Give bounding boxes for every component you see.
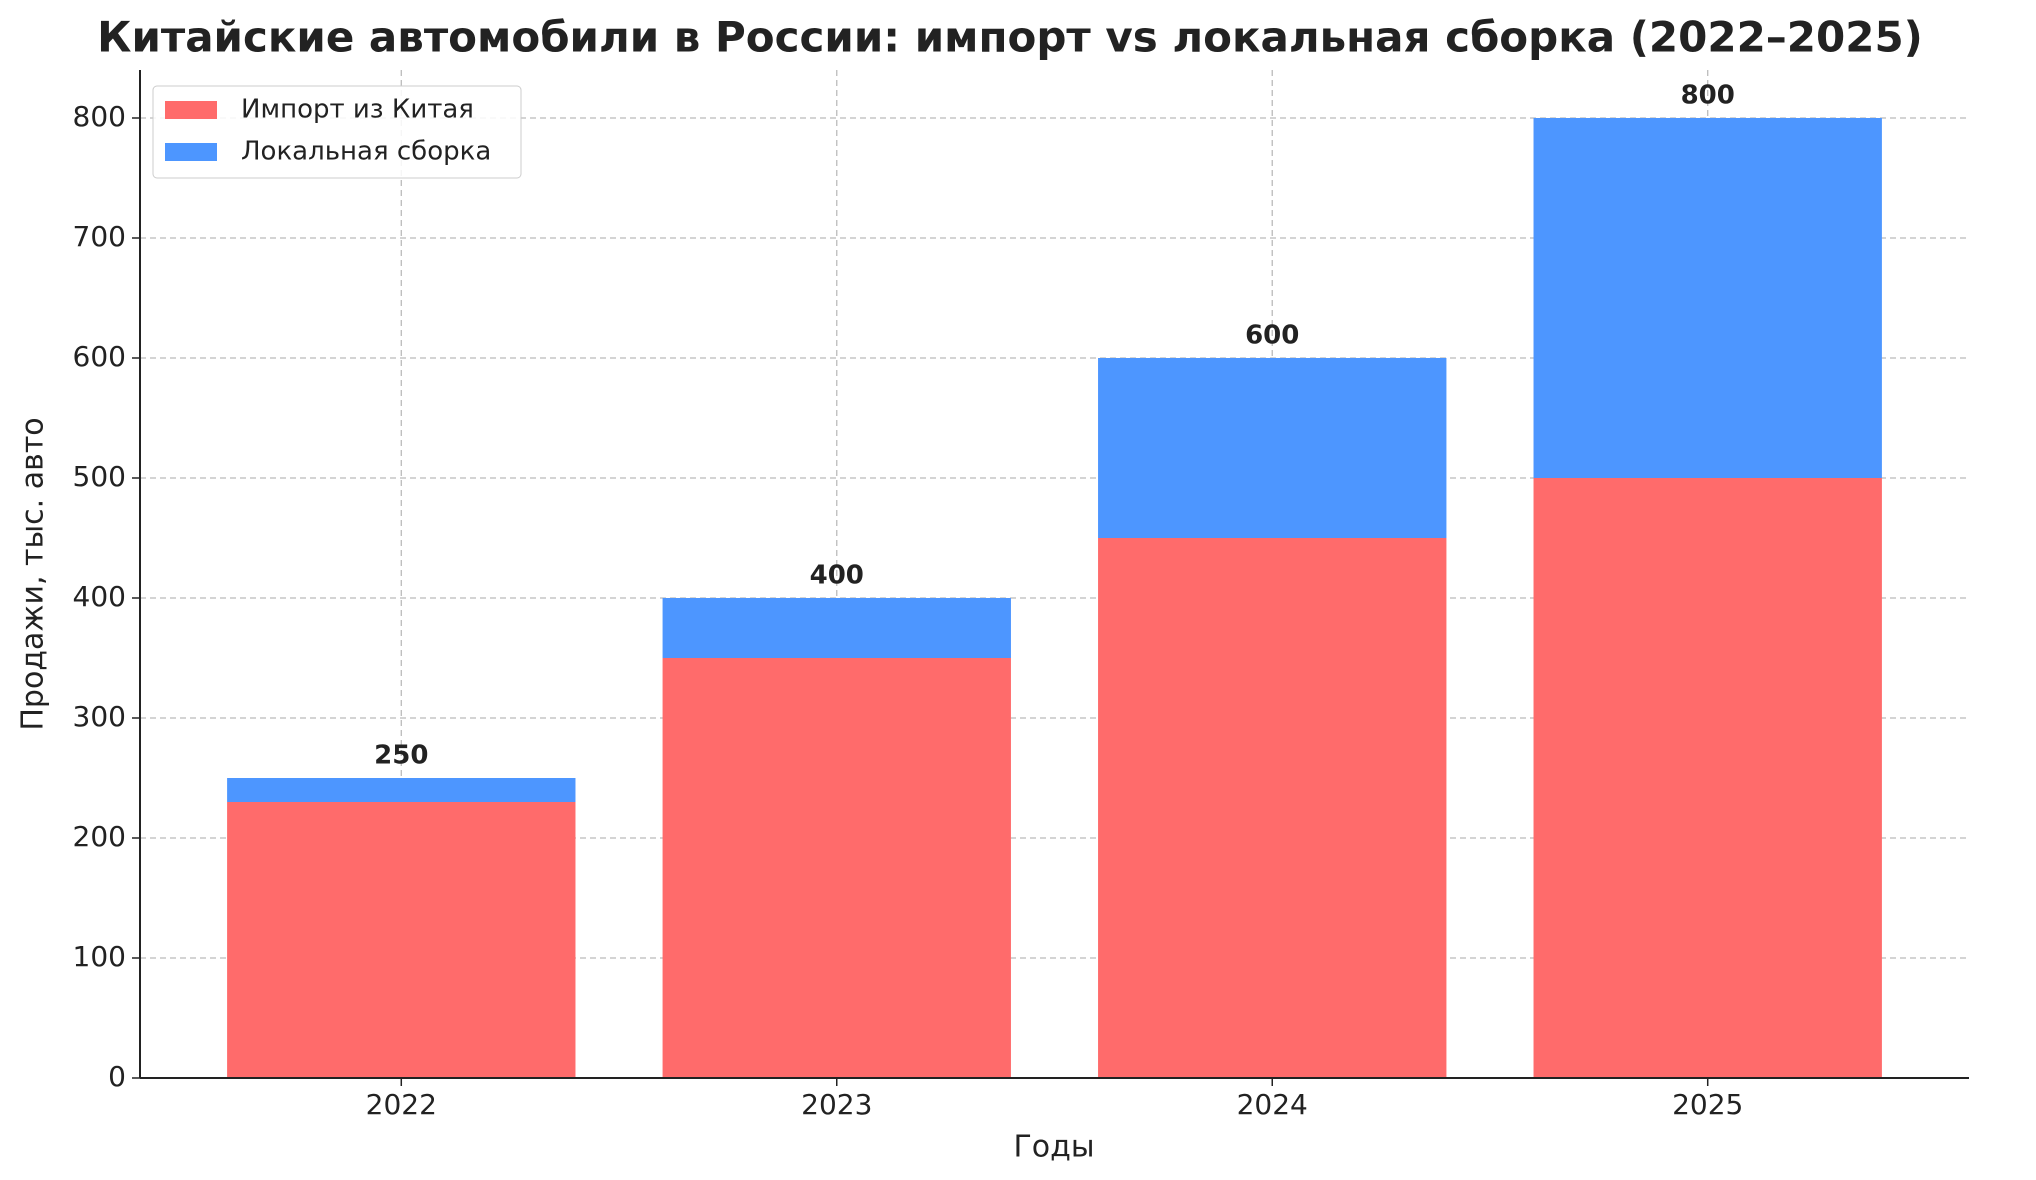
- y-tick-label: 500: [73, 460, 126, 493]
- legend-label: Локальная сборка: [241, 137, 491, 167]
- x-tick-label: 2023: [801, 1088, 872, 1121]
- x-tick-label: 2022: [366, 1088, 437, 1121]
- chart-title: Китайские автомобили в России: импорт vs…: [97, 13, 1923, 62]
- bar: [1098, 358, 1447, 538]
- y-tick-label: 800: [73, 100, 126, 133]
- bar: [662, 658, 1011, 1078]
- y-tick-label: 100: [73, 940, 126, 973]
- bar: [1098, 538, 1447, 1078]
- bar: [227, 778, 576, 802]
- bar: [227, 802, 576, 1078]
- y-tick-label: 300: [73, 700, 126, 733]
- total-label: 400: [810, 561, 864, 591]
- y-axis-label: Продажи, тыс. авто: [16, 417, 51, 730]
- y-tick-label: 0: [108, 1060, 126, 1093]
- legend-swatch: [165, 143, 217, 161]
- y-tick-label: 200: [73, 820, 126, 853]
- x-tick-label: 2024: [1237, 1088, 1308, 1121]
- total-label: 600: [1245, 321, 1299, 351]
- bar: [1533, 478, 1882, 1078]
- legend-label: Импорт из Китая: [241, 95, 474, 125]
- legend-box: [152, 85, 522, 179]
- x-tick-label: 2025: [1672, 1088, 1743, 1121]
- total-label: 250: [374, 741, 428, 771]
- total-label: 800: [1681, 81, 1735, 111]
- bar: [1533, 118, 1882, 478]
- legend-swatch: [165, 101, 217, 119]
- y-tick-label: 600: [73, 340, 126, 373]
- y-tick-label: 400: [73, 580, 126, 613]
- y-tick-label: 700: [73, 220, 126, 253]
- bar: [662, 598, 1011, 658]
- x-axis-label: Годы: [1013, 1130, 1094, 1165]
